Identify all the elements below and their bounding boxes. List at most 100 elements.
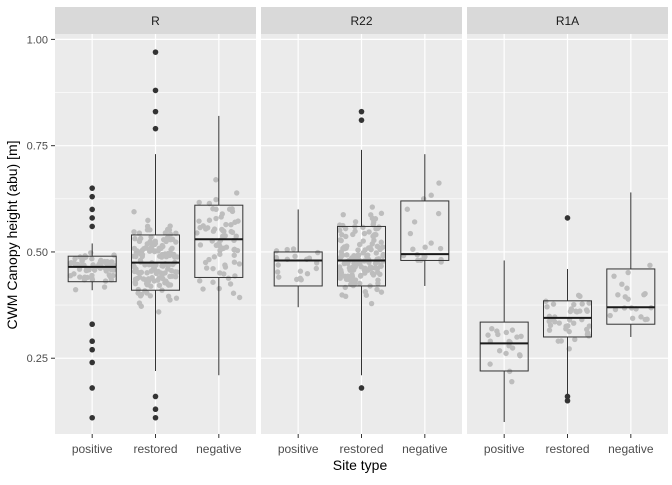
jitter-point [404,206,411,212]
jitter-point [153,270,160,277]
jitter-point [159,242,165,249]
jitter-point [144,290,150,296]
box-iqr [400,200,450,261]
x-tick-label: restored [339,442,383,456]
jitter-point [625,296,631,302]
jitter-point [79,258,85,264]
jitter-point [584,308,590,314]
jitter-point [518,333,524,339]
jitter-point [360,238,366,244]
jitter-point [506,343,512,349]
jitter-point [197,242,204,248]
outlier-point [152,406,159,413]
jitter-point [131,268,138,275]
outlier-point [358,108,365,115]
jitter-point [98,257,104,264]
jitter-point [373,226,379,232]
jitter-point [641,291,647,298]
jitter-point [489,325,495,332]
jitter-point [232,219,238,225]
outlier-point [89,346,95,353]
jitter-point [365,252,371,258]
jitter-point [487,361,493,367]
outlier-point [89,223,95,230]
jitter-point [276,274,282,280]
jitter-point [221,271,227,277]
jitter-point [571,301,577,308]
jitter-point [411,219,418,225]
jitter-point [221,228,227,235]
x-tick-label: positive [278,442,319,456]
jitter-point [84,274,91,281]
jitter-point [612,306,619,313]
jitter-point [647,262,653,268]
jitter-point [132,235,138,242]
jitter-point [222,262,228,268]
jitter-point [103,268,109,274]
jitter-point [138,303,144,309]
outlier-point [152,393,159,400]
jitter-point [144,270,150,276]
jitter-point [550,301,557,307]
outlier-point [564,393,571,400]
jitter-point [210,265,216,272]
x-tick-label: positive [484,442,525,456]
jitter-point [338,270,344,276]
jitter-point [313,260,320,266]
outlier-point [89,385,95,391]
jitter-point [357,241,363,248]
jitter-point [374,243,381,250]
jitter-point [145,276,152,282]
jitter-point [586,333,592,339]
x-tick-label: negative [608,442,654,456]
jitter-point [226,206,233,212]
jitter-point [131,245,138,252]
jitter-point [313,265,320,272]
jitter-point [211,226,218,232]
jitter-point [357,280,363,287]
jitter-point [148,234,154,240]
jitter-point [130,263,137,269]
jitter-point [149,242,155,248]
jitter-point [167,231,174,237]
jitter-point [225,275,232,281]
jitter-point [136,230,143,236]
jitter-point [101,284,108,290]
jitter-point [206,217,213,223]
jitter-point [219,233,226,240]
jitter-point [196,199,202,206]
jitter-point [236,261,243,267]
jitter-point [290,246,297,252]
jitter-point [546,327,553,333]
jitter-point [71,271,77,277]
jitter-point [378,263,384,269]
jitter-point [370,272,377,278]
jitter-point [336,264,343,270]
jitter-point [315,249,321,256]
outlier-point [358,117,365,123]
facet-strip-label: R [151,14,160,28]
jitter-point [228,222,234,228]
jitter-point [164,280,170,286]
jitter-point [138,269,145,276]
jitter-point [638,314,644,320]
jitter-point [352,219,359,225]
jitter-point [644,316,650,322]
jitter-point [196,218,202,224]
jitter-point [375,280,381,287]
jitter-point [563,326,569,332]
jitter-point [338,253,345,259]
jitter-point [203,265,210,271]
facet-strip [467,7,668,34]
jitter-point [380,253,386,259]
jitter-point [343,276,350,282]
jitter-point [556,320,562,326]
jitter-point [72,286,79,293]
jitter-point [607,312,613,319]
jitter-point [229,229,236,235]
jitter-point [236,294,243,301]
jitter-point [586,300,592,306]
jitter-point [368,212,374,218]
jitter-point [145,217,151,224]
jitter-point [339,231,345,238]
